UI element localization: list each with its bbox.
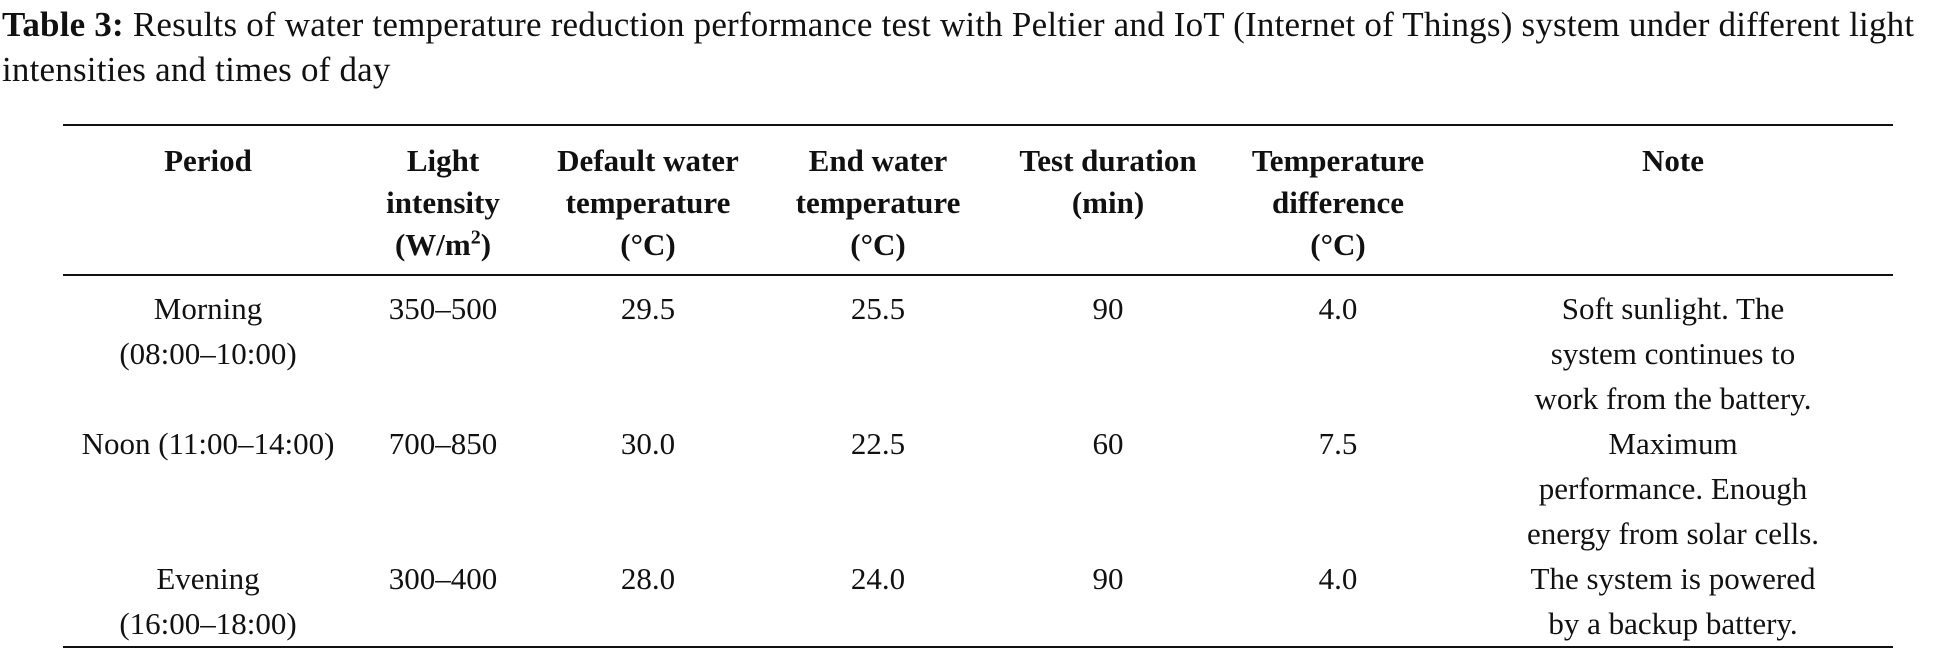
table-row-noon: Noon (11:00–14:00) 700–850 30.0 22.5 60 … <box>63 421 1893 556</box>
header-temperature-difference: Temperature difference (°C) <box>1223 126 1453 276</box>
cell-test-duration: 60 <box>1092 426 1124 461</box>
cell-temperature-difference: 4.0 <box>1318 291 1358 326</box>
cell-temperature-difference: 7.5 <box>1318 426 1358 461</box>
cell-note: The system is powered by a backup batter… <box>1530 561 1816 641</box>
cell-default-temperature: 30.0 <box>620 426 676 461</box>
caption-label: Table 3: <box>2 5 124 44</box>
header-test-duration: Test duration (min) <box>993 126 1223 276</box>
cell-period: Evening (16:00–18:00) <box>119 561 297 641</box>
cell-note: Soft sunlight. The system continues to w… <box>1534 291 1812 416</box>
header-default-water-temperature: Default water temperature (°C) <box>533 126 763 276</box>
cell-light-intensity: 700–850 <box>388 426 498 461</box>
cell-test-duration: 90 <box>1092 561 1124 596</box>
cell-temperature-difference: 4.0 <box>1318 561 1358 596</box>
cell-end-temperature: 25.5 <box>850 291 906 326</box>
cell-default-temperature: 29.5 <box>620 291 676 326</box>
results-table-wrapper: Period Light intensity (W/m2) Default wa… <box>63 124 1893 648</box>
cell-note: Maximum performance. Enough energy from … <box>1526 426 1820 551</box>
header-period: Period <box>63 126 353 276</box>
table-row-evening: Evening (16:00–18:00) 300–400 28.0 24.0 … <box>63 556 1893 646</box>
results-table: Period Light intensity (W/m2) Default wa… <box>63 126 1893 646</box>
header-light-intensity: Light intensity (W/m2) <box>353 126 533 276</box>
header-end-water-temperature: End water temperature (°C) <box>763 126 993 276</box>
cell-period: Morning (08:00–10:00) <box>119 291 297 371</box>
table-caption: Table 3: Results of water temperature re… <box>2 2 1952 92</box>
table-row-morning: Morning (08:00–10:00) 350–500 29.5 25.5 … <box>63 275 1893 421</box>
cell-end-temperature: 22.5 <box>850 426 906 461</box>
cell-light-intensity: 300–400 <box>388 561 498 596</box>
cell-test-duration: 90 <box>1092 291 1124 326</box>
header-row: Period Light intensity (W/m2) Default wa… <box>63 126 1893 276</box>
cell-end-temperature: 24.0 <box>850 561 906 596</box>
header-note: Note <box>1453 126 1893 276</box>
cell-default-temperature: 28.0 <box>620 561 676 596</box>
caption-text: Results of water temperature reduction p… <box>2 5 1915 89</box>
cell-light-intensity: 350–500 <box>388 291 498 326</box>
cell-period: Noon (11:00–14:00) <box>81 426 335 461</box>
